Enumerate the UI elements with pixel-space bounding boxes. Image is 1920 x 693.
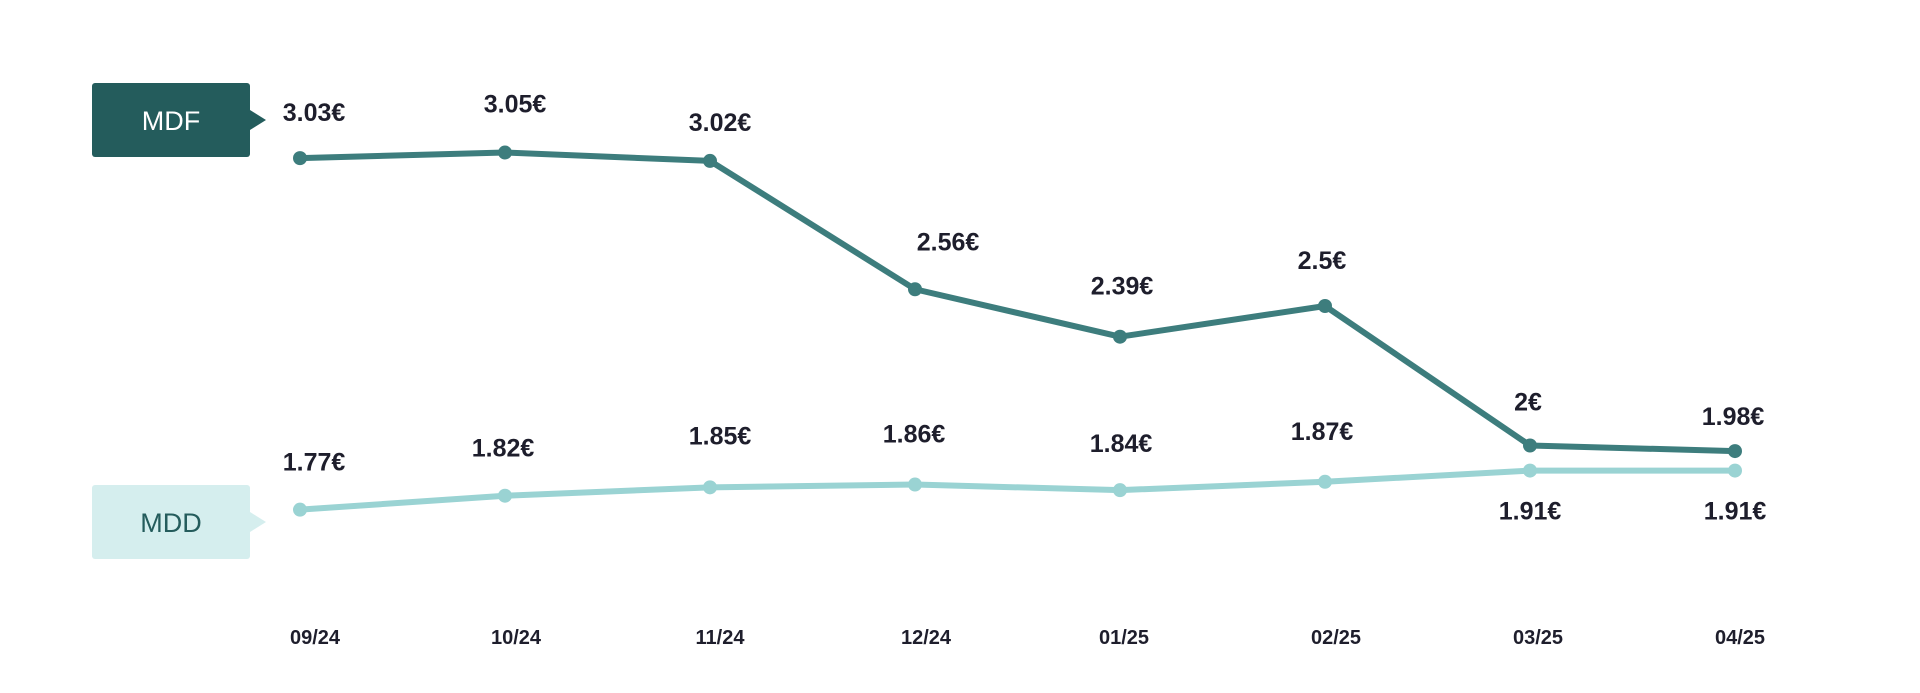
mdf-value-label: 2€ — [1514, 389, 1542, 417]
mdd-value-label: 1.91€ — [1704, 498, 1767, 526]
mdd-value-label: 1.91€ — [1499, 498, 1562, 526]
mdf-point — [498, 145, 512, 160]
mdf-value-label: 2.56€ — [917, 228, 980, 256]
mdd-legend-tag: MDD — [92, 485, 266, 559]
mdf-series — [293, 145, 1742, 459]
mdd-line — [297, 467, 1738, 513]
mdd-value-label: 1.82€ — [472, 435, 535, 463]
x-tick-label: 10/24 — [491, 627, 542, 649]
mdd-value-label: 1.85€ — [689, 422, 752, 450]
mdf-point — [1113, 329, 1127, 344]
mdd-value-label: 1.84€ — [1090, 430, 1153, 458]
x-tick-label: 02/25 — [1311, 627, 1361, 649]
mdd-value-label: 1.77€ — [283, 449, 346, 477]
x-tick-label: 11/24 — [696, 627, 746, 649]
mdf-tag-pointer — [250, 110, 266, 130]
x-tick-label: 01/25 — [1099, 627, 1149, 649]
mdd-point — [293, 502, 307, 517]
series-layer — [293, 145, 1742, 517]
mdd-tag-label: MDD — [140, 508, 202, 538]
x-tick-label: 12/24 — [901, 627, 952, 649]
mdf-point — [1523, 438, 1537, 453]
mdd-point — [1113, 483, 1127, 498]
mdd-value-label: 1.87€ — [1291, 418, 1354, 446]
x-tick-label: 04/25 — [1715, 627, 1765, 649]
x-tick-label: 03/25 — [1513, 627, 1563, 649]
mdd-point — [1523, 463, 1537, 478]
mdf-legend-tag: MDF — [92, 83, 266, 157]
mdf-value-label: 2.39€ — [1091, 273, 1154, 301]
legend-layer: MDD MDF — [92, 83, 266, 559]
mdd-point — [1318, 474, 1332, 489]
mdf-point — [703, 153, 717, 168]
mdf-point — [1318, 299, 1332, 313]
mdf-value-label: 2.5€ — [1298, 247, 1347, 275]
mdf-tag-label: MDF — [142, 106, 200, 136]
mdd-point — [498, 488, 512, 503]
mdf-point — [908, 282, 922, 297]
mdf-value-label: 1.98€ — [1702, 403, 1765, 431]
value-label-layer: 1.77€ 1.82€ 1.85€ 1.86€ 1.84€ 1.87€ 1.91€ 1.91€… — [283, 91, 1767, 526]
x-axis: 09/24 10/24 11/24 12/24 01/25 02/25 03/25 04/25 — [290, 627, 1765, 649]
mdf-value-label: 3.03€ — [283, 99, 346, 127]
x-tick-label: 09/24 — [290, 627, 341, 649]
mdf-point — [1728, 444, 1742, 459]
mdd-point — [1728, 463, 1742, 478]
mdd-point — [703, 480, 717, 495]
mdd-point — [908, 477, 922, 492]
mdd-tag-pointer — [250, 512, 266, 532]
mdd-value-label: 1.86€ — [883, 421, 946, 449]
mdf-tag-box — [92, 83, 250, 157]
mdf-line — [297, 149, 1738, 455]
mdd-tag-box — [92, 485, 250, 559]
mdf-value-label: 3.05€ — [484, 91, 547, 119]
mdf-point — [293, 151, 307, 166]
mdf-value-label: 3.02€ — [689, 109, 752, 137]
mdd-series — [293, 463, 1742, 517]
